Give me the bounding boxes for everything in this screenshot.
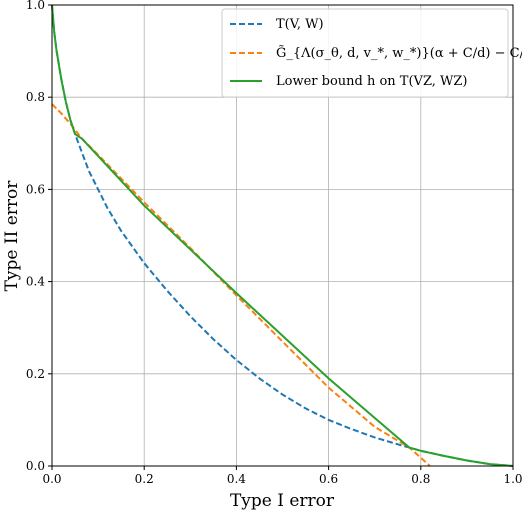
plot-frame [51,4,514,467]
series-line-3 [51,4,514,467]
x-tick-label: 1.0 [503,472,522,486]
x-axis-label: Type I error [230,491,335,511]
x-tick-label: 0.2 [135,472,154,486]
y-tick-label: 0.8 [26,90,45,104]
ticks: 0.0 0.2 0.4 0.6 0.8 1.0 0.0 0.2 0.4 0.6 0.8 1.0 [26,0,522,486]
x-tick-label: 0.0 [42,472,61,486]
x-tick-label: 0.6 [319,472,338,486]
legend: T(V, W) G̃_{Λ(σ_θ, d, v_*, w_*)}(α + C/d… [221,8,522,98]
series-line-2 [51,103,431,467]
x-tick-label: 0.4 [227,472,246,486]
y-axis-label: Type II error [2,180,22,292]
legend-label-series-2: G̃_{Λ(σ_θ, d, v_*, w_*)}(α + C/d) − C/d [276,45,522,61]
x-tick-label: 0.8 [411,472,430,486]
y-tick-label: 1.0 [26,0,45,12]
y-tick-label: 0.4 [26,275,45,289]
legend-box [221,8,509,98]
series-group [51,4,514,467]
y-tick-label: 0.6 [26,182,45,196]
y-tick-label: 0.0 [26,459,45,473]
y-tick-label: 0.2 [26,367,45,381]
legend-label-series-3: Lower bound h on T(VZ, WZ) [276,74,467,89]
legend-label-series-1: T(V, W) [276,17,324,32]
